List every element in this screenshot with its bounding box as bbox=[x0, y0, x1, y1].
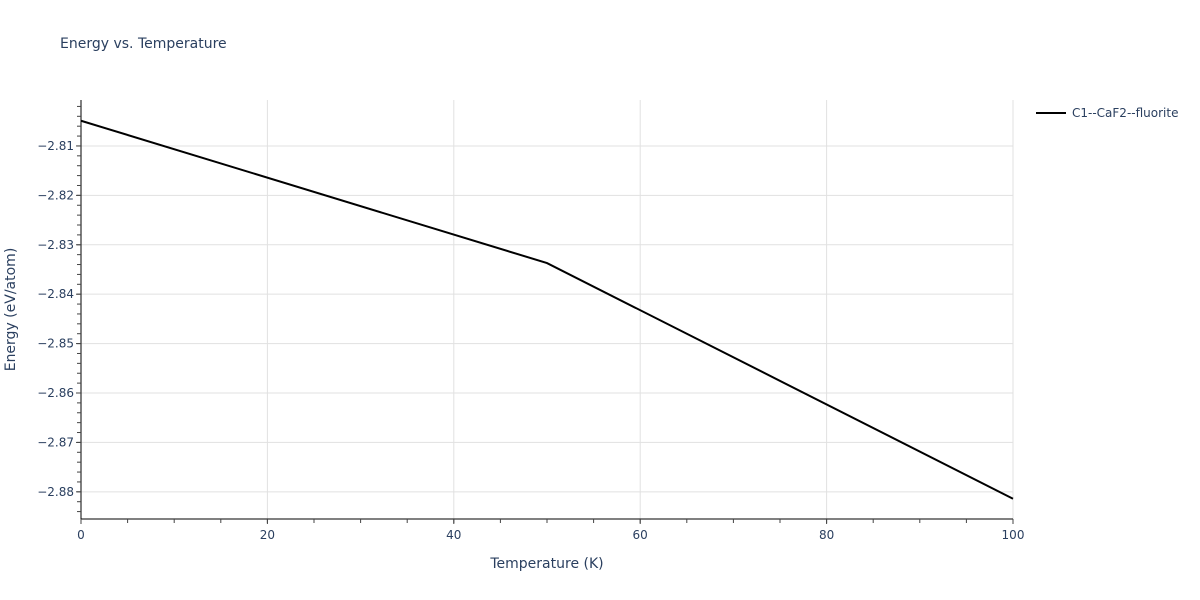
y-tick-label: −2.86 bbox=[37, 386, 74, 400]
y-tick-label: −2.85 bbox=[37, 337, 74, 351]
y-tick-label: −2.84 bbox=[37, 287, 74, 301]
legend-label: C1--CaF2--fluorite bbox=[1072, 106, 1179, 120]
legend-item[interactable]: C1--CaF2--fluorite bbox=[1036, 106, 1178, 120]
legend-line-swatch-icon bbox=[1036, 112, 1066, 114]
x-tick-label: 0 bbox=[77, 528, 85, 542]
x-tick-label: 60 bbox=[633, 528, 648, 542]
series-line bbox=[80, 119, 1014, 500]
y-tick-label: −2.81 bbox=[37, 139, 74, 153]
y-axis-title: Energy (eV/atom) bbox=[3, 248, 19, 372]
y-tick-label: −2.88 bbox=[37, 485, 74, 499]
y-tick-label: −2.82 bbox=[37, 188, 74, 202]
x-axis-title: Temperature (K) bbox=[489, 556, 603, 572]
x-tick-label: 20 bbox=[260, 528, 275, 542]
y-tick-label: −2.87 bbox=[37, 435, 74, 449]
x-tick-label: 80 bbox=[819, 528, 834, 542]
y-tick-label: −2.83 bbox=[37, 238, 74, 252]
chart-title: Energy vs. Temperature bbox=[60, 36, 227, 52]
x-tick-label: 100 bbox=[1002, 528, 1025, 542]
x-tick-label: 40 bbox=[446, 528, 461, 542]
